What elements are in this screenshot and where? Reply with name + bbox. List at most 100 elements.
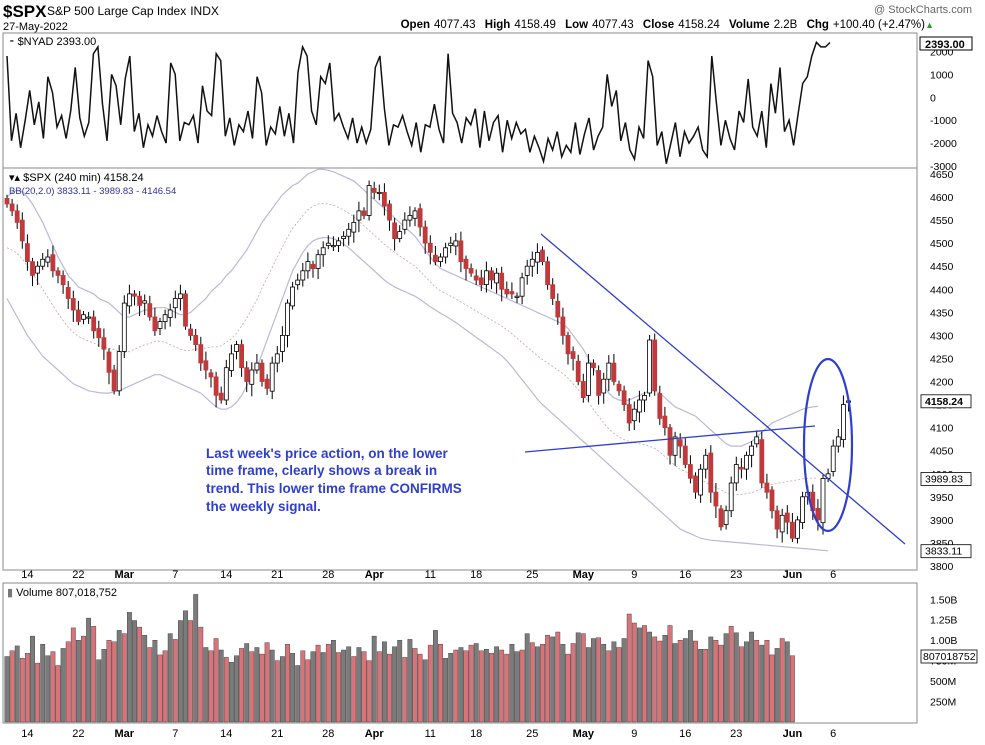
volume-bar bbox=[713, 640, 719, 723]
candle bbox=[45, 256, 51, 263]
volume-bar bbox=[81, 635, 86, 723]
chart-date: 27-May-2022 bbox=[3, 21, 68, 33]
volume-x-tick-label: 23 bbox=[730, 728, 742, 740]
volume-bar bbox=[565, 653, 571, 723]
price-tick-label: 3800 bbox=[930, 561, 954, 573]
volume-bar bbox=[346, 646, 352, 723]
price-x-tick-label: 16 bbox=[679, 569, 691, 581]
volume-bar bbox=[626, 613, 632, 723]
volume-bar bbox=[188, 620, 193, 723]
price-x-tick-label: 22 bbox=[72, 569, 84, 581]
volume-bar bbox=[596, 637, 602, 723]
bb-upper-band bbox=[6, 168, 818, 447]
volume-bar bbox=[167, 633, 173, 723]
volume-bar bbox=[310, 651, 316, 723]
candle bbox=[397, 231, 403, 239]
volume-x-tick-label: 14 bbox=[220, 728, 232, 740]
candle bbox=[820, 477, 826, 524]
volume-x-tick-label: 28 bbox=[322, 728, 334, 740]
price-tick-label: 4200 bbox=[930, 377, 954, 389]
volume-bar bbox=[774, 648, 780, 723]
candle bbox=[244, 367, 250, 382]
candle bbox=[208, 372, 214, 378]
candle bbox=[759, 439, 765, 484]
volume-bar bbox=[550, 636, 556, 723]
candle bbox=[688, 464, 693, 479]
candle bbox=[259, 362, 265, 382]
volume-bar bbox=[4, 656, 10, 723]
volume-bar bbox=[779, 638, 785, 723]
volume-panel-frame bbox=[2, 582, 918, 724]
price-tick-label: 4550 bbox=[930, 215, 954, 227]
volume-bar bbox=[86, 617, 92, 723]
volume-bar bbox=[616, 647, 622, 723]
candle bbox=[407, 215, 413, 221]
volume-bar bbox=[611, 641, 617, 723]
candle bbox=[708, 452, 714, 493]
volume-bar bbox=[529, 642, 535, 723]
price-tick-label: 4600 bbox=[930, 192, 954, 204]
volume-bar bbox=[642, 625, 647, 723]
candle bbox=[779, 514, 785, 533]
volume-bar bbox=[749, 631, 755, 723]
volume-x-tick-label: 16 bbox=[679, 728, 691, 740]
bb-lower-label: 3833.11 bbox=[925, 546, 962, 558]
candle bbox=[784, 512, 790, 523]
volume-bar bbox=[759, 644, 765, 723]
volume-bar bbox=[331, 640, 336, 723]
candle bbox=[529, 258, 535, 267]
candle bbox=[662, 415, 668, 429]
volume-bar bbox=[320, 652, 326, 723]
candle bbox=[188, 328, 194, 336]
volume-bar bbox=[244, 643, 250, 723]
candle bbox=[371, 187, 377, 193]
up-arrow-icon: ▲ bbox=[925, 20, 934, 30]
candle bbox=[366, 185, 372, 216]
candle bbox=[728, 482, 734, 512]
volume-bar bbox=[422, 659, 428, 723]
price-x-tick-label: Apr bbox=[365, 569, 385, 581]
candle bbox=[453, 240, 459, 247]
candle bbox=[835, 436, 841, 447]
candle bbox=[234, 344, 239, 352]
candle bbox=[86, 316, 91, 319]
candle bbox=[570, 351, 576, 359]
volume-bar bbox=[698, 649, 704, 723]
candle bbox=[167, 309, 173, 318]
candle bbox=[647, 339, 652, 394]
volume-tick-label: 1.50B bbox=[930, 594, 957, 606]
candle bbox=[70, 298, 76, 311]
stockcharts-watermark: @ StockCharts.com bbox=[874, 4, 972, 16]
volume-bar bbox=[688, 630, 693, 723]
volume-bar bbox=[744, 641, 749, 723]
candle bbox=[96, 328, 102, 339]
candle bbox=[473, 275, 479, 281]
volume-bar bbox=[361, 651, 367, 723]
candle bbox=[183, 293, 188, 327]
price-x-tick-label: Jun bbox=[783, 569, 803, 581]
volume-bar bbox=[667, 625, 673, 723]
volume-bar bbox=[264, 642, 270, 723]
volume-tick-label: 1.25B bbox=[930, 615, 957, 627]
price-x-tick-label: 11 bbox=[425, 569, 436, 581]
candle bbox=[320, 247, 326, 256]
candle bbox=[361, 210, 367, 216]
candle bbox=[795, 519, 800, 539]
candle bbox=[116, 351, 122, 392]
price-x-tick-label: 9 bbox=[631, 569, 637, 581]
candle bbox=[841, 404, 846, 441]
downtrend-line bbox=[540, 233, 906, 545]
volume-bar bbox=[208, 650, 214, 723]
volume-x-tick-label: Apr bbox=[365, 728, 385, 740]
candle bbox=[769, 489, 775, 512]
bb-middle-band bbox=[6, 203, 818, 495]
last-price-label: 4158.24 bbox=[925, 396, 963, 408]
candle bbox=[626, 404, 632, 424]
candle bbox=[448, 242, 454, 246]
bar-chart-icon: ▮ bbox=[7, 587, 16, 599]
volume-bar bbox=[754, 640, 760, 723]
volume-bar bbox=[718, 644, 724, 723]
candle bbox=[121, 302, 127, 352]
volume-bar bbox=[356, 647, 362, 723]
candle bbox=[91, 316, 97, 332]
